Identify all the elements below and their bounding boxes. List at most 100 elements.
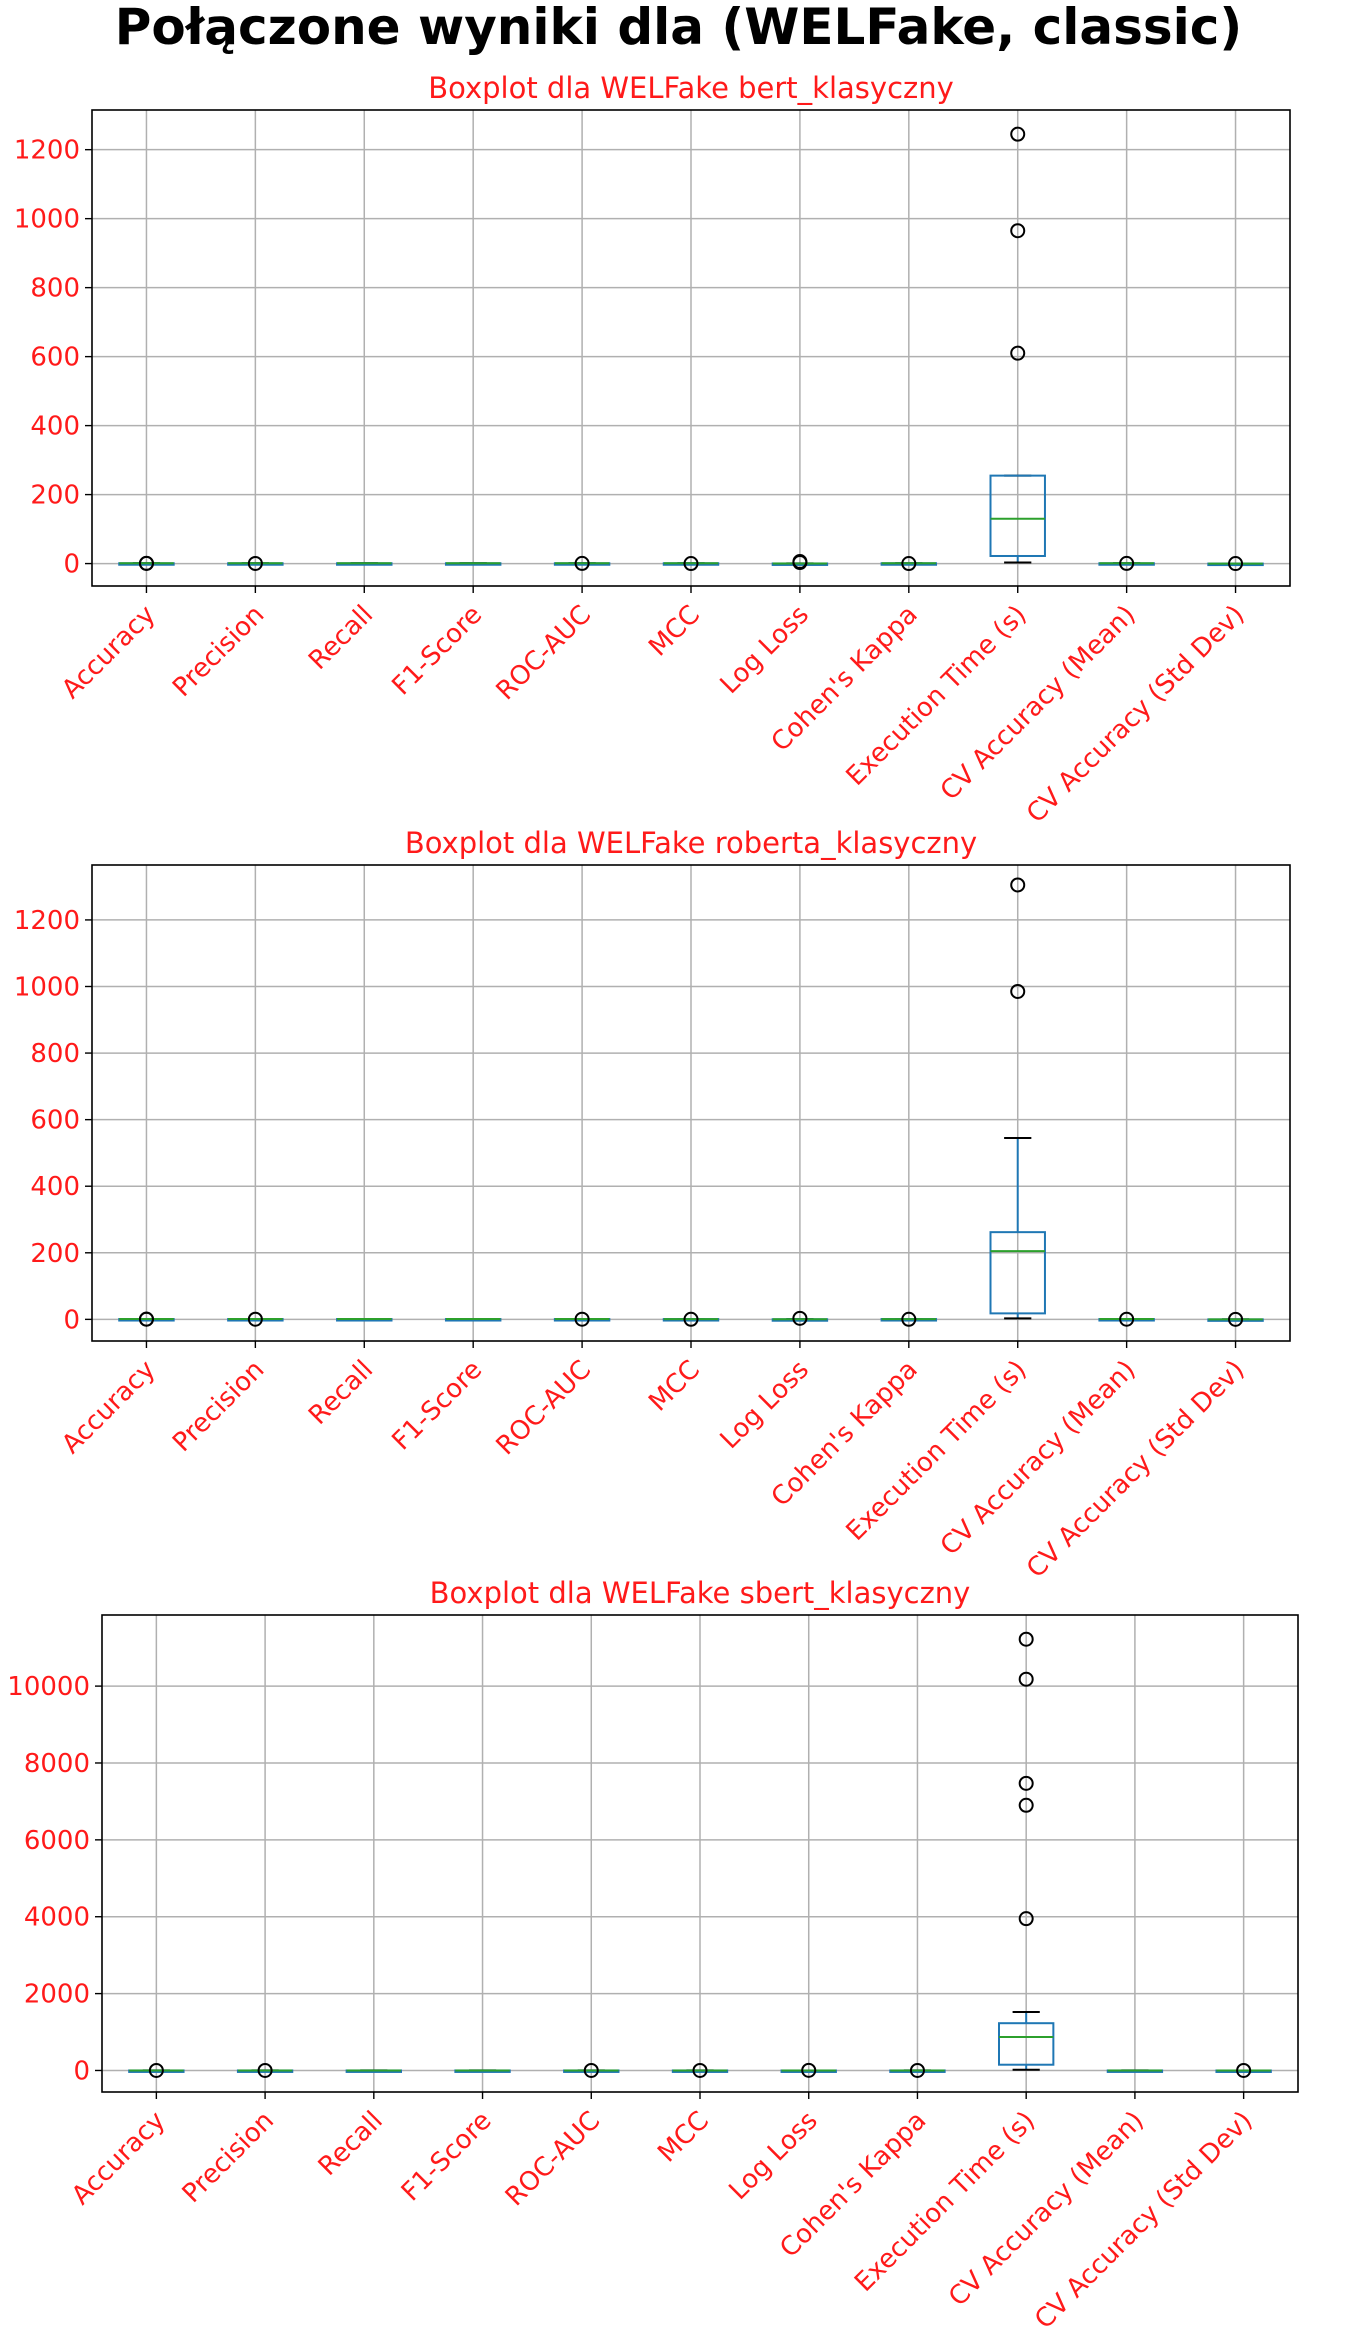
outlier-point (1018, 1631, 1034, 1647)
y-tick-label: 1200 (14, 906, 80, 936)
iqr-box (989, 474, 1046, 557)
iqr-box (989, 1231, 1046, 1315)
box-4 (563, 2062, 620, 2078)
y-tick-label: 800 (30, 274, 80, 304)
outlier-point (792, 1310, 808, 1326)
outlier-point (1010, 223, 1026, 239)
boxplot-sbert: Boxplot dla WELFake sbert_klasyczny 0 2000… (7, 1576, 1299, 2334)
y-tick-label: 600 (30, 343, 80, 373)
panel-title: Boxplot dla WELFake bert_klasyczny (428, 71, 954, 105)
outlier-point (901, 556, 917, 572)
box-9 (1106, 2069, 1164, 2073)
outlier-point (138, 555, 154, 571)
x-tick-label: CV Accuracy (Std Dev) (1029, 2106, 1258, 2334)
outlier-point (801, 2062, 817, 2078)
outlier-point (1018, 1797, 1034, 1813)
box-0 (118, 1311, 175, 1327)
box-5 (671, 2062, 729, 2078)
x-tick-label: ROC-AUC (500, 2106, 606, 2212)
boxplot-bert: Boxplot dla WELFake bert_klasyczny 0 200 40… (14, 71, 1291, 829)
y-tick-label: 4000 (24, 1903, 90, 1933)
panel-title: Boxplot dla WELFake sbert_klasyczny (430, 1576, 971, 1610)
y-tick-label: 6000 (24, 1826, 90, 1856)
box-0 (118, 555, 175, 571)
box-8 (989, 126, 1046, 564)
x-tick-label: Execution Time (s) (849, 2106, 1041, 2298)
box-6 (780, 2062, 837, 2078)
x-tick-label: MCC (652, 2106, 715, 2169)
box-1 (236, 2062, 294, 2078)
box-7 (880, 556, 938, 572)
y-tick-label: 0 (63, 550, 80, 580)
y-tick-label: 800 (30, 1039, 80, 1069)
outlier-point (692, 2062, 708, 2078)
y-tick-label: 0 (73, 2056, 90, 2086)
outlier-point (1018, 1775, 1034, 1791)
outlier-point (148, 2062, 164, 2078)
x-tick-label: Recall (303, 1355, 379, 1431)
outlier-point (247, 555, 263, 571)
outlier-point (1228, 1311, 1244, 1327)
x-tick-label: F1-Score (396, 2106, 498, 2208)
iqr-box (998, 2022, 1055, 2066)
outlier-point (247, 1311, 263, 1327)
box-2 (345, 2069, 402, 2073)
box-0 (128, 2062, 185, 2078)
x-tick-label: Recall (303, 600, 379, 676)
box-5 (662, 1311, 720, 1327)
outlier-point (1236, 2062, 1252, 2078)
outlier-point (1018, 1671, 1034, 1687)
x-tick-label: MCC (643, 600, 706, 663)
x-tick-label: MCC (643, 1355, 706, 1418)
box-1 (227, 1311, 284, 1327)
box-7 (880, 1311, 938, 1327)
x-tick-label: Log Loss (715, 600, 815, 700)
x-tick-label: Accuracy (56, 600, 161, 705)
axes-frame (91, 864, 1291, 1342)
outlier-point (792, 554, 808, 570)
box-1 (227, 555, 284, 571)
x-tick-label: CV Accuracy (Mean) (935, 600, 1142, 807)
y-tick-label: 0 (63, 1305, 80, 1335)
outlier-point (574, 555, 590, 571)
box-9 (1098, 555, 1155, 571)
axes-frame (101, 1614, 1299, 2093)
y-tick-label: 2000 (24, 1980, 90, 2010)
outlier-point (1010, 345, 1026, 361)
y-tick-label: 1000 (14, 205, 80, 235)
box-2 (336, 562, 393, 566)
outlier-point (1010, 126, 1026, 142)
x-tick-label: Execution Time (s) (841, 1355, 1033, 1547)
box-10 (1215, 2062, 1272, 2078)
box-4 (553, 555, 611, 571)
panel-title: Boxplot dla WELFake roberta_klasyczny (405, 826, 977, 860)
x-tick-label: Recall (313, 2106, 389, 2182)
x-tick-label: Precision (167, 600, 270, 703)
box-6 (771, 554, 829, 571)
box-2 (336, 1318, 393, 1322)
x-tick-label: Precision (177, 2106, 280, 2209)
box-3 (444, 562, 502, 566)
outlier-point (138, 1311, 154, 1327)
axes-frame (91, 109, 1291, 587)
outlier-point (683, 1311, 699, 1327)
outlier-point (909, 2062, 925, 2078)
x-tick-label: CV Accuracy (Std Dev) (1021, 1355, 1250, 1584)
box-3 (454, 2069, 511, 2073)
x-tick-label: Accuracy (66, 2106, 171, 2211)
box-6 (771, 1310, 829, 1326)
x-tick-label: Log Loss (723, 2106, 823, 2206)
outlier-point (1010, 983, 1026, 999)
box-8 (989, 877, 1046, 1320)
x-tick-label: CV Accuracy (Mean) (943, 2106, 1150, 2313)
outlier-point (1018, 1911, 1034, 1927)
outlier-point (583, 2062, 599, 2078)
x-tick-label: Accuracy (56, 1355, 161, 1460)
x-tick-label: CV Accuracy (Mean) (935, 1355, 1142, 1562)
figure-title: Połączone wyniki dla (WELFake, classic) (114, 0, 1243, 56)
y-tick-label: 400 (30, 1172, 80, 1202)
outlier-point (683, 556, 699, 572)
box-9 (1098, 1311, 1155, 1327)
x-tick-label: F1-Score (387, 600, 489, 702)
y-tick-label: 400 (30, 412, 80, 442)
